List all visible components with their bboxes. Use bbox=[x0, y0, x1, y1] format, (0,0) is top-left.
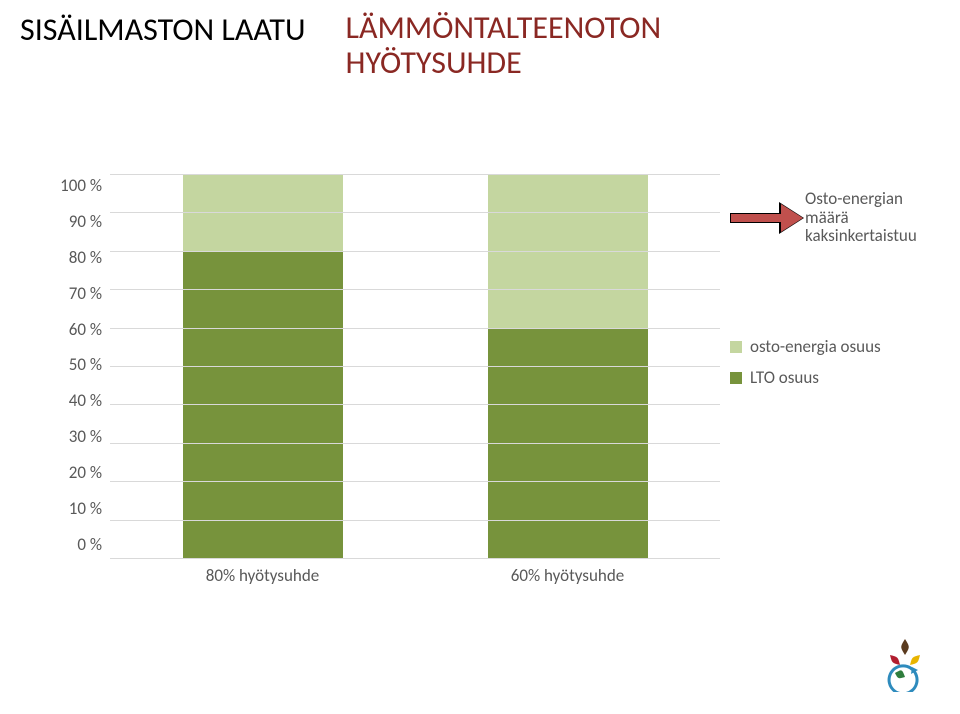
gridline bbox=[110, 481, 720, 482]
logo-icon bbox=[880, 637, 930, 692]
annotation-area: Osto-energian määrä kaksinkertaistuu ost… bbox=[730, 190, 940, 398]
y-tick: 80 % bbox=[69, 247, 102, 268]
bar-segment-osto bbox=[183, 175, 343, 252]
bars-container bbox=[110, 175, 720, 559]
gridline bbox=[110, 366, 720, 367]
title-right-line2: HYÖTYSUHDE bbox=[346, 43, 522, 82]
plot-area bbox=[110, 175, 720, 559]
y-tick: 90 % bbox=[69, 211, 102, 232]
legend-label: osto-energia osuus bbox=[750, 336, 881, 357]
gridline bbox=[110, 404, 720, 405]
title-row: SISÄILMASTON LAATU LÄMMÖNTALTEENOTON HYÖ… bbox=[20, 10, 940, 80]
annotation-arrow-row: Osto-energian määrä kaksinkertaistuu bbox=[730, 190, 940, 246]
x-label: 60% hyötysuhde bbox=[488, 565, 648, 586]
gridline bbox=[110, 443, 720, 444]
y-tick: 60 % bbox=[69, 319, 102, 340]
annotation-text: Osto-energian määrä kaksinkertaistuu bbox=[805, 190, 940, 246]
y-tick: 20 % bbox=[69, 462, 102, 483]
gridline bbox=[110, 328, 720, 329]
gridline bbox=[110, 289, 720, 290]
legend-item: osto-energia osuus bbox=[730, 336, 940, 357]
plot-wrap: 80% hyötysuhde 60% hyötysuhde bbox=[110, 175, 720, 605]
gridline bbox=[110, 174, 720, 175]
legend-label: LTO osuus bbox=[750, 367, 819, 388]
legend-swatch bbox=[730, 372, 742, 384]
bar-group bbox=[488, 175, 648, 559]
legend-swatch bbox=[730, 341, 742, 353]
y-tick: 40 % bbox=[69, 390, 102, 411]
gridline bbox=[110, 212, 720, 213]
y-tick: 0 % bbox=[77, 534, 102, 555]
title-right-line1: LÄMMÖNTALTEENOTON bbox=[346, 8, 662, 47]
y-tick: 30 % bbox=[69, 426, 102, 447]
y-tick: 100 % bbox=[60, 175, 102, 196]
title-left: SISÄILMASTON LAATU bbox=[20, 10, 306, 80]
legend-item: LTO osuus bbox=[730, 367, 940, 388]
gridline bbox=[110, 520, 720, 521]
y-tick: 10 % bbox=[69, 498, 102, 519]
y-tick: 70 % bbox=[69, 283, 102, 304]
bar-segment-lto bbox=[183, 252, 343, 559]
annotation-line1: Osto-energian määrä bbox=[805, 188, 903, 228]
gridline bbox=[110, 558, 720, 559]
arrow-icon bbox=[730, 206, 795, 230]
legend: osto-energia osuus LTO osuus bbox=[730, 336, 940, 388]
y-axis: 100 % 90 % 80 % 70 % 60 % 50 % 40 % 30 %… bbox=[40, 175, 110, 555]
chart: 100 % 90 % 80 % 70 % 60 % 50 % 40 % 30 %… bbox=[40, 175, 720, 605]
annotation-line2: kaksinkertaistuu bbox=[805, 225, 917, 246]
gridline bbox=[110, 251, 720, 252]
title-right: LÄMMÖNTALTEENOTON HYÖTYSUHDE bbox=[346, 10, 662, 80]
x-axis: 80% hyötysuhde 60% hyötysuhde bbox=[110, 559, 720, 605]
bar-group bbox=[183, 175, 343, 559]
x-label: 80% hyötysuhde bbox=[183, 565, 343, 586]
y-tick: 50 % bbox=[69, 354, 102, 375]
bar-segment-osto bbox=[488, 175, 648, 329]
